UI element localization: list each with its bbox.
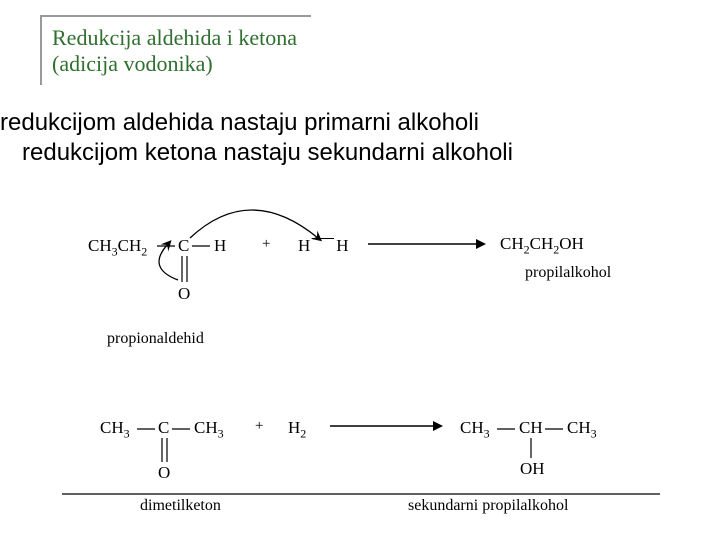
r2-prod-l: CH3: [460, 418, 490, 441]
r2-right: CH3: [194, 418, 224, 441]
r1-reactant-label: propionaldehid: [107, 330, 204, 348]
r2-pbond-1: [497, 427, 517, 431]
r2-bond-1: [137, 427, 157, 431]
body-text: redukcijom aldehida nastaju primarni alk…: [0, 108, 513, 168]
r2-product-label: sekundarni propilalkohol: [408, 497, 568, 515]
r2-prod-r: CH3: [567, 418, 597, 441]
r2-plus: +: [255, 418, 263, 435]
r1-curved-arrows: [150, 190, 360, 310]
r2-arrow: [330, 418, 445, 434]
r2-carbon: C: [158, 418, 169, 438]
r2-double-bond: [160, 438, 170, 464]
r1-product-label: propilalkohol: [525, 264, 611, 282]
r2-prod-ch: CH: [519, 418, 543, 438]
title-line-2: (adicija vodonika): [52, 51, 297, 77]
r2-bond-2: [172, 427, 192, 431]
r1-product: CH2CH2OH: [500, 234, 584, 257]
r2-h2: H2: [288, 418, 306, 441]
r1-left-group: CH3CH2: [88, 236, 147, 259]
r2-reactant-label: dimetilketon: [140, 497, 221, 515]
r2-pbond-3: [529, 438, 533, 460]
title-line-1: Redukcija aldehida i ketona: [52, 25, 297, 51]
r1-arrow: [368, 236, 488, 252]
body-line-1: redukcijom aldehida nastaju primarni alk…: [0, 108, 513, 138]
r2-pbond-2: [545, 427, 565, 431]
r2-oxygen: O: [158, 463, 170, 483]
slide-title-box: Redukcija aldehida i ketona (adicija vod…: [40, 15, 311, 85]
body-line-2: redukcijom ketona nastaju sekundarni alk…: [0, 138, 513, 168]
r2-left: CH3: [100, 418, 130, 441]
r2-prod-oh: OH: [520, 459, 545, 479]
